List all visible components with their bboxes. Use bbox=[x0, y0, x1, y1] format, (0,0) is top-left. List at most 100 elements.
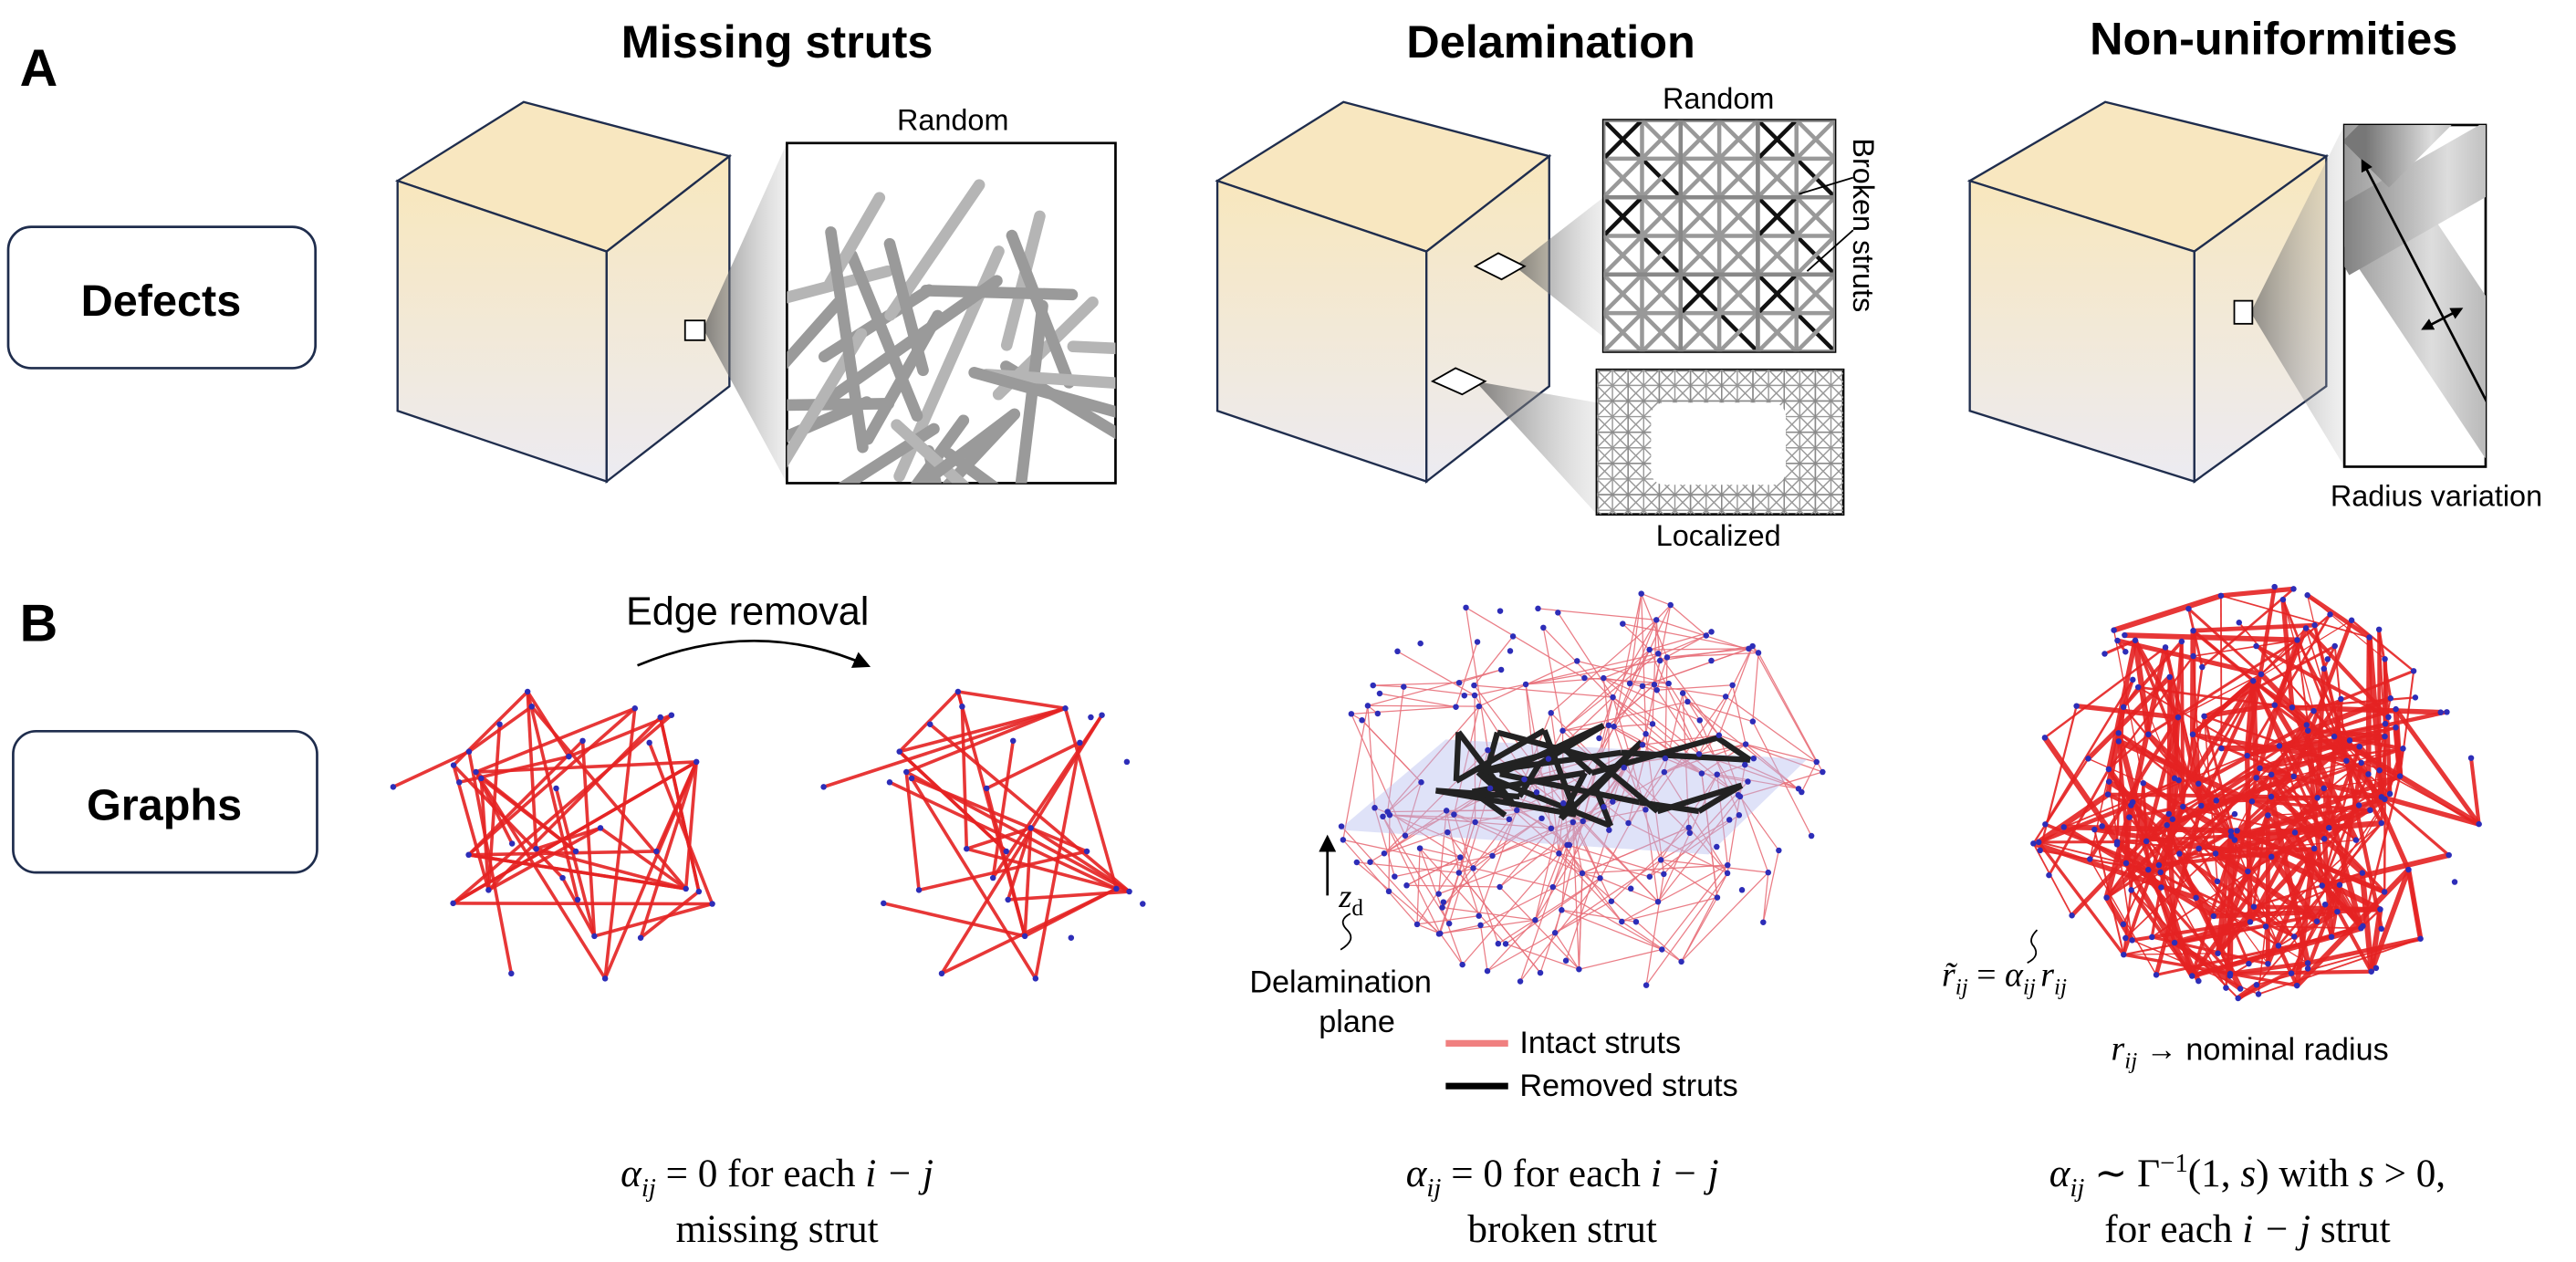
node bbox=[1687, 830, 1693, 836]
node bbox=[1471, 683, 1476, 688]
node bbox=[2106, 778, 2112, 784]
node bbox=[1534, 789, 1539, 795]
node bbox=[1581, 675, 1587, 681]
node bbox=[602, 975, 608, 981]
node bbox=[2069, 913, 2074, 918]
node bbox=[1663, 756, 1668, 761]
edge bbox=[1368, 705, 1375, 808]
node bbox=[1403, 832, 1408, 838]
symbol: i − j bbox=[1651, 1152, 1719, 1195]
edge bbox=[1373, 685, 1404, 687]
edge bbox=[1667, 652, 1758, 657]
node bbox=[2253, 775, 2258, 780]
node bbox=[1033, 975, 1038, 981]
node bbox=[1459, 962, 1465, 967]
node bbox=[2321, 666, 2327, 672]
page: {"panel_a":{"label":"A","row_label":"Def… bbox=[0, 0, 2576, 1262]
node bbox=[2292, 829, 2298, 835]
edge bbox=[1622, 898, 1717, 922]
node bbox=[1371, 805, 1377, 810]
node bbox=[2250, 678, 2256, 683]
node bbox=[2237, 986, 2243, 991]
symbol: r bbox=[2040, 955, 2054, 994]
node bbox=[1485, 968, 1490, 974]
node bbox=[1546, 756, 1551, 761]
node bbox=[2163, 644, 2168, 650]
node bbox=[1653, 687, 1659, 693]
edge bbox=[1671, 605, 1706, 635]
node bbox=[1523, 682, 1528, 687]
node bbox=[2218, 746, 2224, 751]
node bbox=[638, 934, 643, 940]
node bbox=[1437, 931, 1443, 936]
edge bbox=[2230, 972, 2372, 974]
caption-text: for each bbox=[2104, 1208, 2242, 1251]
node bbox=[1665, 681, 1671, 686]
edge bbox=[1397, 652, 1475, 695]
node bbox=[1510, 633, 1516, 639]
node bbox=[2325, 656, 2331, 662]
node bbox=[2311, 846, 2317, 851]
subscript: ij bbox=[1955, 975, 1968, 999]
edge bbox=[824, 708, 1066, 787]
edge bbox=[2254, 907, 2381, 910]
symbol-part: z bbox=[1338, 878, 1351, 914]
node bbox=[1339, 823, 1344, 829]
column-title: Delamination bbox=[1406, 16, 1695, 68]
node bbox=[1766, 870, 1771, 875]
node bbox=[2358, 760, 2363, 766]
node bbox=[1401, 683, 1406, 689]
node bbox=[2237, 620, 2242, 625]
inset-label: Localized bbox=[1656, 519, 1781, 552]
node bbox=[456, 779, 462, 785]
edge bbox=[1719, 646, 1753, 735]
symbol: α bbox=[2049, 1152, 2071, 1195]
column-title: Non-uniformities bbox=[2090, 13, 2457, 65]
caption: αij = 0 for each i − j bbox=[621, 1152, 933, 1203]
node bbox=[2130, 677, 2135, 683]
node bbox=[1620, 621, 1625, 626]
node bbox=[1714, 844, 1719, 850]
node bbox=[1653, 617, 1659, 622]
node bbox=[2185, 606, 2191, 611]
formula: r̃ij = αijrij bbox=[1942, 955, 2067, 999]
node bbox=[1750, 718, 1756, 724]
edge bbox=[1551, 620, 1656, 713]
subscript: ij bbox=[2054, 975, 2067, 999]
node bbox=[1708, 629, 1714, 634]
node bbox=[1027, 825, 1033, 830]
edge bbox=[1498, 878, 1601, 944]
caption: αij ∼ Γ−1(1, s) with s > 0, bbox=[2049, 1149, 2446, 1203]
node bbox=[632, 705, 638, 711]
node bbox=[2387, 791, 2393, 797]
node bbox=[1453, 704, 1458, 709]
node bbox=[2227, 973, 2233, 978]
node bbox=[2129, 937, 2134, 943]
node bbox=[2331, 734, 2337, 739]
cubes bbox=[398, 102, 2344, 515]
node bbox=[2376, 767, 2382, 773]
node bbox=[1563, 958, 1569, 964]
node bbox=[1661, 871, 1666, 877]
node bbox=[2189, 973, 2195, 978]
node bbox=[2289, 704, 2295, 710]
edge bbox=[1682, 872, 1768, 962]
node bbox=[2114, 841, 2120, 847]
node bbox=[1596, 735, 1601, 741]
node bbox=[1470, 865, 1476, 871]
node bbox=[450, 901, 455, 906]
node bbox=[2211, 913, 2216, 919]
node bbox=[2356, 744, 2362, 749]
node bbox=[2290, 586, 2296, 591]
node bbox=[553, 786, 558, 791]
node bbox=[2349, 617, 2354, 622]
node bbox=[2446, 852, 2451, 858]
node bbox=[1472, 693, 1477, 698]
edge bbox=[2124, 635, 2297, 640]
node bbox=[1627, 681, 1632, 686]
node bbox=[881, 901, 886, 906]
node bbox=[916, 887, 922, 892]
symbol: α bbox=[2005, 955, 2024, 994]
caption-text: = 0 for each bbox=[656, 1152, 865, 1195]
edge bbox=[1758, 652, 1822, 772]
